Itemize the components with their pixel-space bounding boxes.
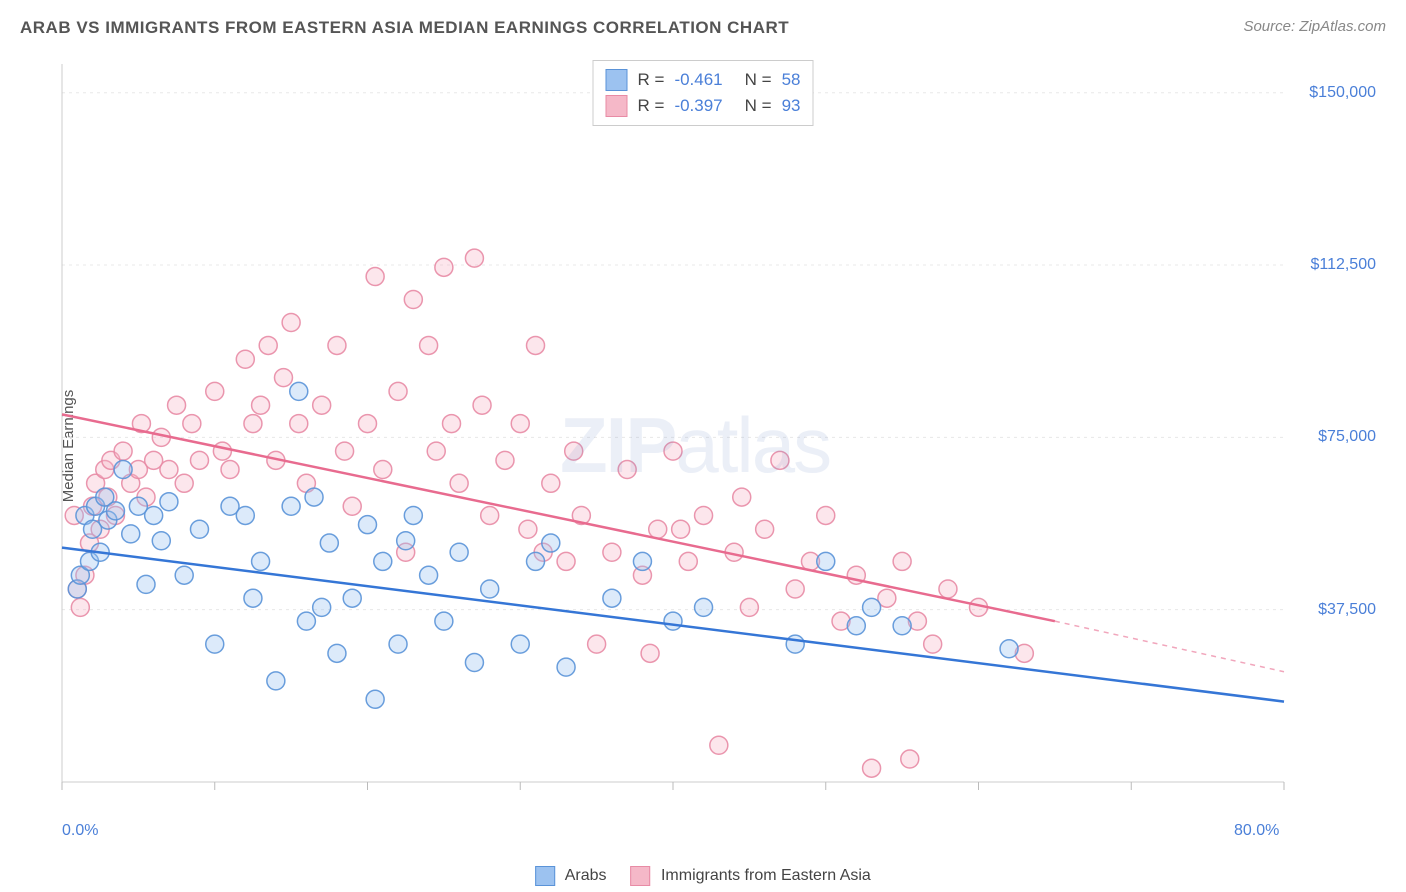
y-tick-label: $37,500 bbox=[1318, 601, 1376, 619]
chart-header: ARAB VS IMMIGRANTS FROM EASTERN ASIA MED… bbox=[0, 0, 1406, 46]
chart-plot-area: $37,500$75,000$112,500$150,0000.0%80.0% bbox=[54, 56, 1384, 812]
stats-row-arabs: R = -0.461 N = 58 bbox=[606, 67, 801, 93]
chart-title: ARAB VS IMMIGRANTS FROM EASTERN ASIA MED… bbox=[20, 18, 789, 38]
source-attribution: Source: ZipAtlas.com bbox=[1243, 18, 1386, 35]
y-tick-label: $150,000 bbox=[1309, 84, 1376, 102]
chart-svg bbox=[54, 56, 1384, 812]
stats-row-immigrants: R = -0.397 N = 93 bbox=[606, 93, 801, 119]
bottom-legend: Arabs Immigrants from Eastern Asia bbox=[535, 866, 871, 886]
stat-label-n: N = bbox=[745, 96, 772, 116]
stat-n-arabs: 58 bbox=[782, 70, 801, 90]
y-tick-label: $112,500 bbox=[1310, 256, 1376, 274]
x-tick-label: 0.0% bbox=[62, 822, 98, 840]
legend-item-arabs: Arabs bbox=[535, 866, 606, 886]
y-tick-label: $75,000 bbox=[1318, 428, 1376, 446]
legend-swatch-arabs bbox=[606, 69, 628, 91]
stat-label-r: R = bbox=[638, 70, 665, 90]
x-tick-label: 80.0% bbox=[1234, 822, 1279, 840]
stat-label-r: R = bbox=[638, 96, 665, 116]
stat-label-n: N = bbox=[745, 70, 772, 90]
stat-n-immigrants: 93 bbox=[782, 96, 801, 116]
legend-item-immigrants: Immigrants from Eastern Asia bbox=[631, 866, 871, 886]
stat-r-immigrants: -0.397 bbox=[674, 96, 722, 116]
legend-swatch-immigrants bbox=[606, 95, 628, 117]
stat-r-arabs: -0.461 bbox=[674, 70, 722, 90]
legend-swatch-icon bbox=[535, 866, 555, 886]
stats-legend: R = -0.461 N = 58 R = -0.397 N = 93 bbox=[593, 60, 814, 126]
legend-label-arabs: Arabs bbox=[565, 867, 607, 884]
legend-label-immigrants: Immigrants from Eastern Asia bbox=[661, 867, 871, 884]
legend-swatch-icon bbox=[631, 866, 651, 886]
